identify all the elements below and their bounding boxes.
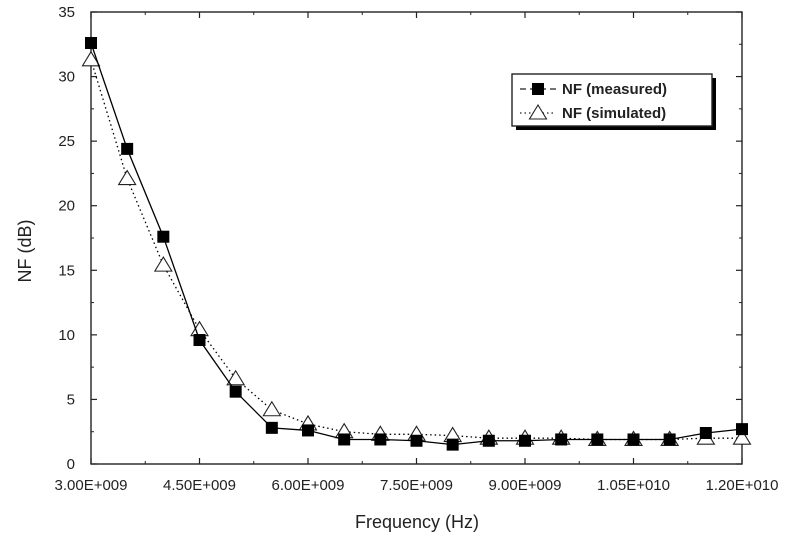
data-point bbox=[157, 230, 170, 243]
y-tick-label: 5 bbox=[67, 391, 75, 408]
data-point bbox=[446, 438, 459, 451]
y-tick-label: 15 bbox=[58, 262, 75, 279]
data-point bbox=[302, 424, 314, 437]
data-point bbox=[265, 421, 278, 434]
y-axis: 0 5 10 15 20 25 30 35 bbox=[58, 4, 742, 473]
y-tick-label: 20 bbox=[58, 198, 75, 215]
x-axis: 3.00E+009 4.50E+009 6.00E+009 7.50E+009 9.00… bbox=[55, 12, 779, 494]
data-point bbox=[627, 433, 640, 446]
y-tick-label: 25 bbox=[58, 133, 75, 150]
y-tick-label: 10 bbox=[58, 327, 75, 344]
data-point bbox=[153, 256, 173, 272]
data-point bbox=[699, 427, 712, 440]
data-point bbox=[555, 433, 568, 446]
y-tick-label: 30 bbox=[58, 69, 75, 86]
data-point bbox=[732, 429, 752, 445]
data-point bbox=[374, 433, 387, 446]
data-point bbox=[591, 433, 604, 446]
x-tick-label: 3.00E+009 bbox=[55, 477, 128, 494]
data-point bbox=[229, 385, 242, 398]
series-measured bbox=[85, 36, 748, 451]
data-point bbox=[262, 400, 282, 417]
data-point bbox=[519, 434, 531, 447]
data-point bbox=[85, 36, 97, 49]
x-tick-label: 9.00E+009 bbox=[489, 477, 562, 494]
data-point bbox=[121, 142, 134, 155]
data-point bbox=[338, 433, 351, 446]
legend-label: NF (measured) bbox=[562, 81, 667, 98]
x-tick-label: 6.00E+009 bbox=[272, 477, 345, 494]
data-point bbox=[193, 334, 206, 347]
data-point bbox=[226, 369, 246, 386]
series-layer bbox=[81, 36, 752, 451]
y-tick-label: 35 bbox=[58, 4, 75, 21]
y-tick-label: 0 bbox=[67, 456, 75, 473]
data-point bbox=[81, 50, 101, 67]
legend-marker bbox=[528, 103, 548, 120]
y-axis-title: NF (dB) bbox=[15, 220, 35, 283]
data-point bbox=[410, 434, 423, 447]
x-tick-label: 1.20E+010 bbox=[706, 477, 779, 494]
x-tick-label: 1.05E+010 bbox=[597, 477, 670, 494]
data-point bbox=[736, 423, 748, 436]
legend-label: NF (simulated) bbox=[562, 105, 666, 122]
data-point bbox=[117, 169, 137, 186]
data-point bbox=[663, 433, 676, 446]
x-axis-title: Frequency (Hz) bbox=[355, 512, 479, 532]
x-tick-label: 4.50E+009 bbox=[163, 477, 236, 494]
x-tick-label: 7.50E+009 bbox=[380, 477, 453, 494]
legend-marker bbox=[532, 83, 544, 95]
data-point bbox=[482, 434, 495, 447]
legend: NF (measured) NF (simulated) bbox=[511, 73, 716, 130]
